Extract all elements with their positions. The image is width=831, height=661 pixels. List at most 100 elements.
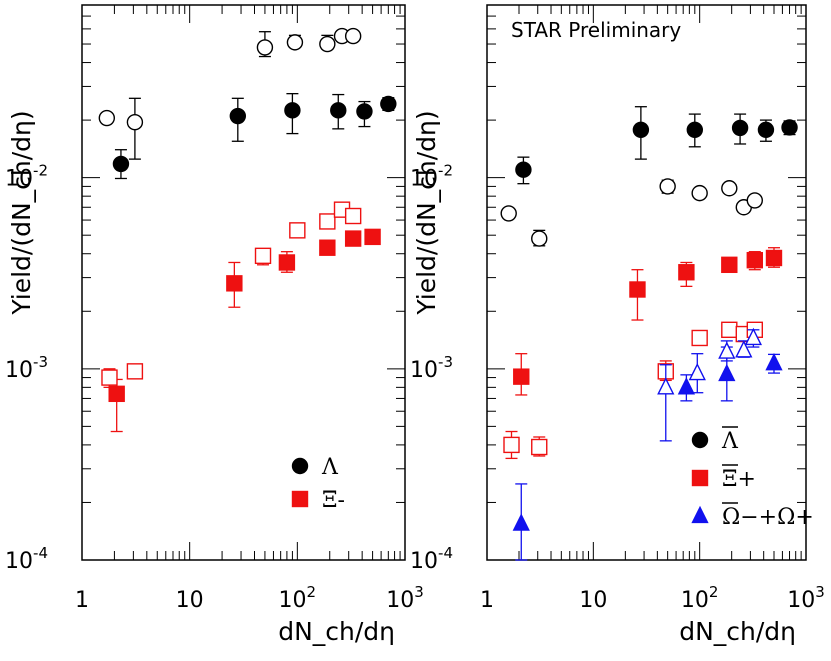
- data-point: [721, 321, 738, 339]
- data-point: [746, 251, 764, 269]
- data-point: [632, 121, 650, 138]
- data-point: [765, 353, 783, 371]
- x-axis-label: dN_ch/dη: [679, 617, 796, 646]
- series-Λ: [112, 93, 397, 180]
- data-point: [126, 114, 144, 131]
- y-tick-label: 10-2: [410, 162, 453, 192]
- legend-label: Ω−+Ω+: [722, 505, 814, 530]
- series-Ξ--open: [101, 201, 362, 389]
- data-point: [629, 281, 646, 298]
- plot-frame: [81, 4, 406, 561]
- data-point: [254, 247, 272, 265]
- series-Ω-+Ω+: [512, 346, 783, 561]
- data-point: [319, 239, 336, 256]
- data-point: [278, 254, 296, 271]
- legend: Λ Ξ-: [291, 455, 345, 513]
- data-point: [108, 385, 125, 403]
- y-tick-label: 10-2: [5, 162, 48, 192]
- data-point: [503, 436, 520, 454]
- x-tick-label: 1: [75, 588, 89, 613]
- data-point: [746, 192, 764, 209]
- right-panel: 1 10 102 103 10-4 10-3 10-2 dN_ch/dη Yield/(dN_c…: [410, 4, 825, 646]
- data-point: [718, 363, 736, 382]
- data-point: [344, 27, 362, 45]
- data-point: [226, 275, 243, 292]
- data-point: [319, 35, 336, 53]
- data-point: [718, 341, 736, 359]
- data-point: [344, 207, 362, 225]
- y-tick-label: 10-3: [5, 353, 48, 383]
- x-axis-label: dN_ch/dη: [278, 617, 395, 646]
- y-axis-label: Yield/(dN_ch/dη): [7, 110, 36, 315]
- legend-marker: [291, 457, 309, 475]
- data-point: [101, 369, 118, 386]
- series-Ξ-: [108, 228, 381, 433]
- legend-label: Ξ+: [722, 467, 756, 492]
- x-tick-label: 1: [480, 588, 494, 613]
- x-tick-label: 10: [579, 588, 607, 613]
- y-axis-label: Yield/(dN_ch/dη): [412, 110, 441, 315]
- series-Ξ+: [513, 247, 783, 396]
- data-point: [229, 107, 247, 125]
- y-tick-label: 10-3: [410, 353, 453, 383]
- data-point: [765, 249, 783, 267]
- data-point: [677, 377, 696, 395]
- data-point: [344, 230, 362, 247]
- legend-marker: [691, 431, 709, 449]
- data-point: [356, 103, 373, 120]
- data-point: [744, 327, 763, 346]
- plot-frame: [486, 4, 807, 561]
- data-point: [757, 121, 775, 138]
- data-point: [691, 184, 708, 202]
- data-point: [531, 230, 548, 247]
- legend-marker: [291, 490, 309, 508]
- data-point: [657, 377, 675, 395]
- series-Λ-bar-open: [500, 178, 764, 247]
- series-Λ-bar: [515, 106, 798, 185]
- data-point: [289, 222, 306, 239]
- legend-marker: [691, 505, 709, 524]
- series-Ω-+Ω+-open: [657, 327, 763, 442]
- x-tick-label: 102: [681, 583, 719, 613]
- left-panel: 1 10 102 103 10-4 10-3 10-2 dN_ch/dη Yield/(dN_c…: [5, 4, 424, 646]
- data-point: [330, 102, 347, 119]
- data-point: [515, 161, 532, 178]
- data-point: [721, 180, 738, 197]
- legend-marker: [691, 469, 709, 487]
- series-Λ-open: [98, 27, 362, 160]
- data-point: [112, 155, 130, 173]
- data-point: [531, 438, 548, 456]
- data-point: [731, 119, 749, 137]
- data-point: [284, 102, 301, 119]
- data-point: [781, 119, 798, 136]
- data-point: [512, 513, 530, 531]
- legend: Λ Ξ+ Ω−+Ω+: [691, 426, 814, 530]
- legend-label: Λ: [721, 429, 739, 454]
- data-point: [319, 213, 336, 230]
- x-tick-label: 102: [279, 583, 317, 613]
- x-tick-label: 10: [176, 588, 204, 613]
- y-tick-label: 10-4: [410, 544, 453, 574]
- data-point: [513, 368, 530, 385]
- data-point: [686, 121, 704, 138]
- data-point: [500, 205, 517, 222]
- data-point: [126, 363, 144, 380]
- legend-label: Ξ-: [322, 488, 345, 513]
- y-tick-label: 10-4: [5, 544, 48, 574]
- data-point: [721, 256, 738, 274]
- data-point: [98, 109, 116, 127]
- data-point: [735, 340, 753, 358]
- data-point: [286, 34, 304, 51]
- data-point: [691, 329, 708, 347]
- data-point: [380, 95, 397, 113]
- data-point: [364, 228, 381, 246]
- x-tick-label: 103: [787, 583, 825, 613]
- legend-label: Λ: [321, 455, 339, 480]
- data-point: [678, 264, 695, 281]
- star-preliminary-label: STAR Preliminary: [511, 18, 681, 42]
- x-tick-label: 103: [386, 583, 424, 613]
- data-point: [688, 362, 706, 381]
- data-point: [256, 39, 274, 56]
- data-point: [659, 178, 676, 195]
